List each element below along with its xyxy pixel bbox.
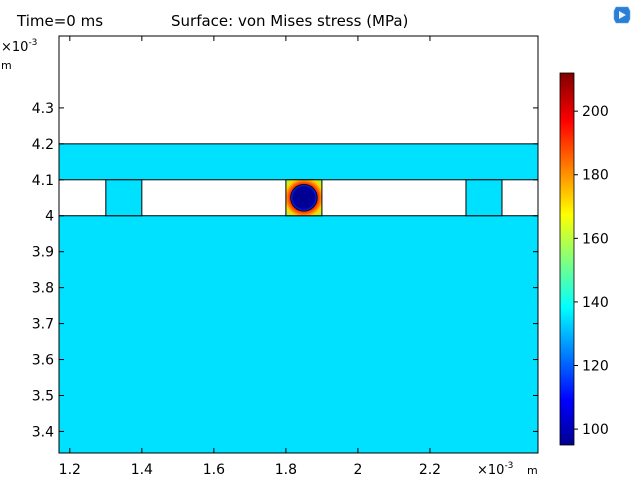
substrate-domain (59, 215, 538, 453)
x-axis-multiplier: ×10-3 (477, 461, 513, 478)
x-tick-label: 1.8 (275, 462, 297, 478)
pillar-2 (465, 179, 503, 217)
y-tick-label: 4 (45, 209, 54, 225)
comsol-logo-icon[interactable] (612, 6, 632, 24)
plot-frame (58, 35, 539, 454)
y-axis-unit: m (1, 59, 12, 72)
x-axis-unit: m (527, 464, 538, 477)
colorbar-tick-label: 200 (582, 104, 609, 120)
y-tick-label: 3.9 (32, 245, 54, 261)
colorbar-tick-label: 140 (582, 295, 609, 311)
y-tick-label: 3.6 (32, 353, 54, 369)
y-tick-label: 3.5 (32, 388, 54, 404)
x-tick-label: 1.4 (131, 462, 153, 478)
colorbar-tick-label: 120 (582, 359, 609, 375)
colorbar-tick-label: 100 (582, 422, 609, 438)
y-tick-label: 3.4 (32, 424, 54, 440)
y-axis-multiplier: ×10-3 (1, 38, 37, 55)
time-label: Time=0 ms (17, 12, 104, 30)
x-tick-label: 1.2 (59, 462, 81, 478)
y-tick-label: 4.2 (32, 137, 54, 153)
pillar-1 (105, 179, 143, 217)
plot-title: Surface: von Mises stress (MPa) (171, 12, 409, 30)
y-tick-label: 3.8 (32, 281, 54, 297)
x-tick-label: 2 (353, 462, 362, 478)
top-plate-domain (59, 143, 538, 181)
y-tick-label: 3.7 (32, 317, 54, 333)
colorbar-tick-label: 160 (582, 231, 609, 247)
y-tick-label: 4.3 (32, 101, 54, 117)
colorbar-tick-label: 180 (582, 168, 609, 184)
x-tick-label: 1.6 (203, 462, 225, 478)
x-tick-label: 2.2 (419, 462, 441, 478)
center-hole (290, 184, 318, 212)
colorbar (559, 72, 575, 446)
y-tick-label: 4.1 (32, 173, 54, 189)
